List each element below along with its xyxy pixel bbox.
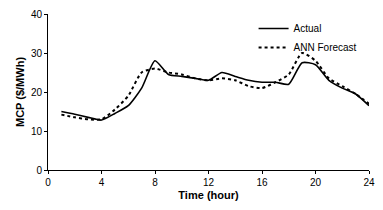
svg-text:Actual: Actual [294, 23, 322, 34]
svg-text:ANN Forecast: ANN Forecast [294, 42, 357, 53]
svg-text:12: 12 [203, 177, 215, 188]
svg-text:MCP ($/MWh): MCP ($/MWh) [14, 57, 26, 127]
svg-text:16: 16 [256, 177, 268, 188]
svg-text:10: 10 [31, 126, 43, 137]
svg-text:40: 40 [31, 9, 43, 20]
svg-text:0: 0 [45, 177, 51, 188]
svg-text:Time (hour): Time (hour) [178, 189, 239, 201]
svg-text:8: 8 [152, 177, 158, 188]
svg-text:30: 30 [31, 48, 43, 59]
svg-text:20: 20 [310, 177, 322, 188]
svg-text:4: 4 [99, 177, 105, 188]
svg-text:20: 20 [31, 87, 43, 98]
svg-text:0: 0 [36, 165, 42, 176]
svg-text:24: 24 [363, 177, 375, 188]
